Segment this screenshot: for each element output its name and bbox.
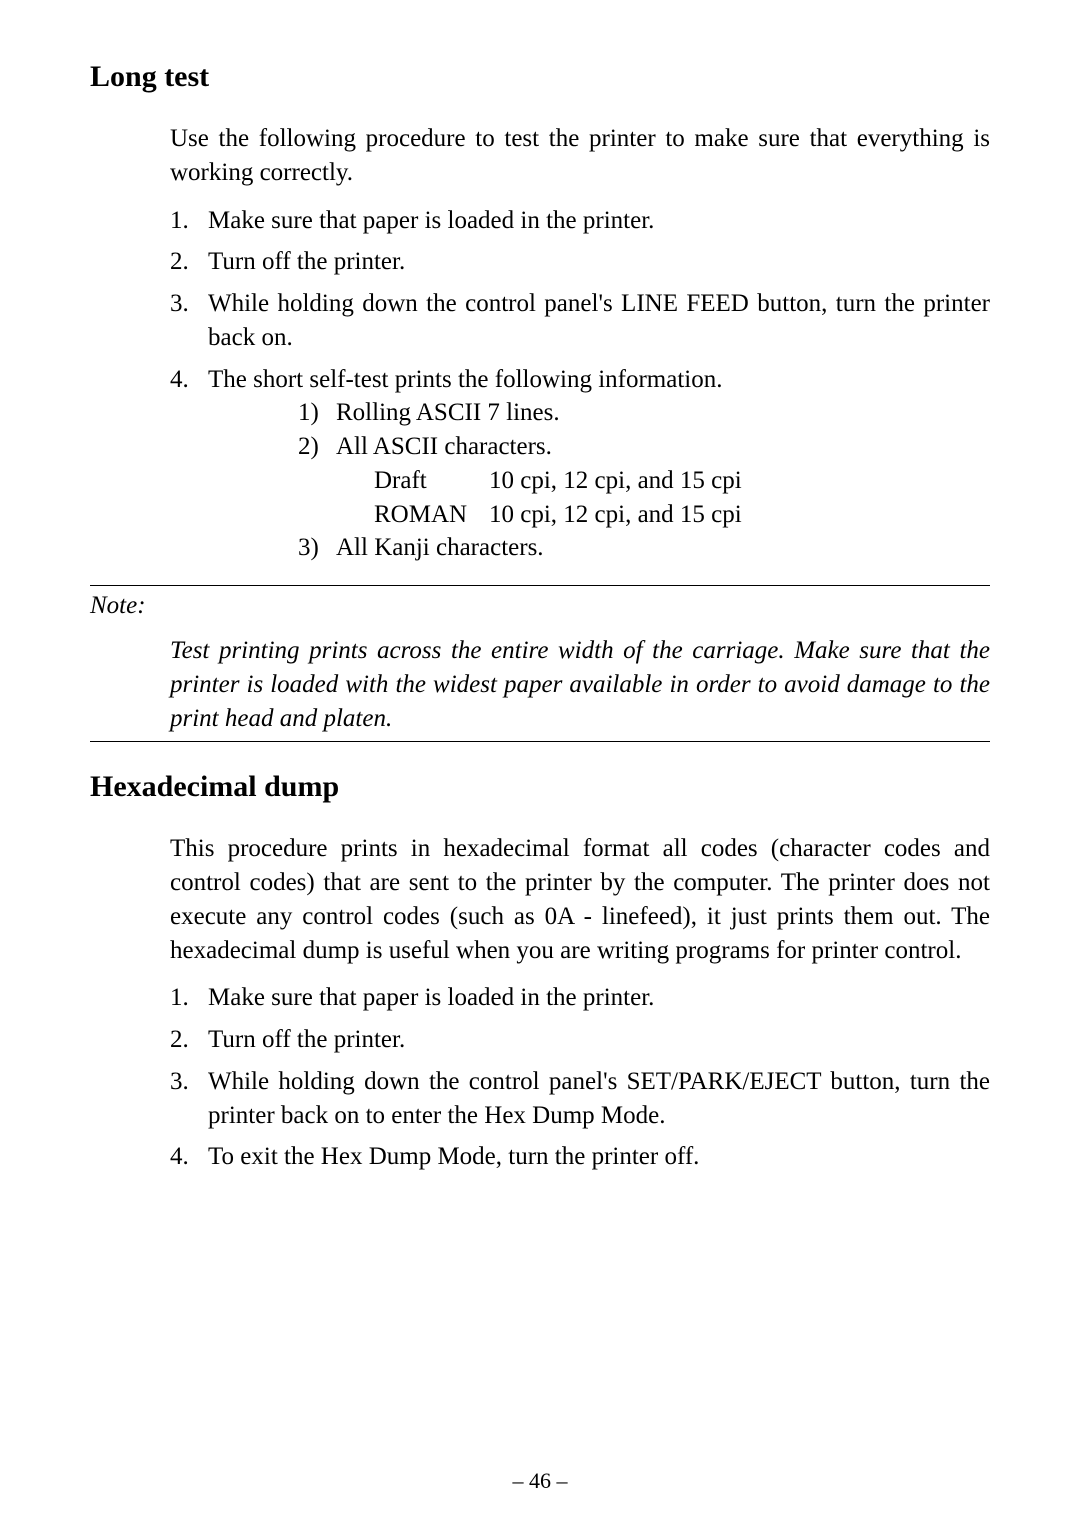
section2-ordered-list: 1. Make sure that paper is loaded in the… [170, 981, 990, 1174]
list-text: Turn off the printer. [208, 245, 990, 279]
sub-list-number: 2) [298, 430, 336, 531]
list-text: Make sure that paper is loaded in the pr… [208, 204, 990, 238]
spec-value: 10 cpi, 12 cpi, and 15 cpi [489, 464, 742, 498]
list-number: 4. [170, 1140, 208, 1174]
list-number: 1. [170, 204, 208, 238]
spec-label: Draft [374, 464, 489, 498]
sub-list-text: Rolling ASCII 7 lines. [336, 396, 560, 430]
substep2-text: All ASCII characters. [336, 433, 552, 460]
sub-list-number: 3) [298, 531, 336, 565]
section-title-hex-dump: Hexadecimal dump [90, 770, 990, 804]
page-number: – 46 – [0, 1468, 1080, 1494]
list-text: While holding down the control panel's S… [208, 1065, 990, 1133]
sub-list-number: 1) [298, 396, 336, 430]
list-number: 1. [170, 981, 208, 1015]
list-item: 1. Make sure that paper is loaded in the… [170, 981, 990, 1015]
spec-value: 10 cpi, 12 cpi, and 15 cpi [489, 498, 742, 532]
spec-row: ROMAN 10 cpi, 12 cpi, and 15 cpi [374, 498, 742, 532]
section1-ordered-list: 1. Make sure that paper is loaded in the… [170, 204, 990, 566]
list-item: 3. While holding down the control panel'… [170, 1065, 990, 1133]
list-number: 3. [170, 287, 208, 355]
spec-row: Draft 10 cpi, 12 cpi, and 15 cpi [374, 464, 742, 498]
list-number: 4. [170, 363, 208, 566]
list-item: 4. The short self-test prints the follow… [170, 363, 990, 566]
sub-list-text: All Kanji characters. [336, 531, 544, 565]
sub-list-item: 1) Rolling ASCII 7 lines. [298, 396, 990, 430]
list-item: 1. Make sure that paper is loaded in the… [170, 204, 990, 238]
sub-list-item: 2) All ASCII characters. Draft 10 cpi, 1… [298, 430, 990, 531]
list-text: Turn off the printer. [208, 1023, 990, 1057]
note-label: Note: [90, 592, 990, 620]
list-text: While holding down the control panel's L… [208, 287, 990, 355]
list-text: To exit the Hex Dump Mode, turn the prin… [208, 1140, 990, 1174]
section-title-long-test: Long test [90, 60, 990, 94]
list-item: 3. While holding down the control panel'… [170, 287, 990, 355]
list-item: 2. Turn off the printer. [170, 245, 990, 279]
list-number: 2. [170, 1023, 208, 1057]
spec-label: ROMAN [374, 498, 489, 532]
list-item: 4. To exit the Hex Dump Mode, turn the p… [170, 1140, 990, 1174]
section2-intro: This procedure prints in hexadecimal for… [170, 832, 990, 967]
list-text: Make sure that paper is loaded in the pr… [208, 981, 990, 1015]
step4-text: The short self-test prints the following… [208, 366, 723, 393]
list-number: 2. [170, 245, 208, 279]
list-text: The short self-test prints the following… [208, 363, 990, 566]
sub-list-item: 3) All Kanji characters. [298, 531, 990, 565]
note-text: Test printing prints across the entire w… [170, 634, 990, 735]
section1-intro: Use the following procedure to test the … [170, 122, 990, 190]
section1-sub-list: 1) Rolling ASCII 7 lines. 2) All ASCII c… [298, 396, 990, 565]
sub-list-text: All ASCII characters. Draft 10 cpi, 12 c… [336, 430, 742, 531]
list-number: 3. [170, 1065, 208, 1133]
note-block: Note: Test printing prints across the en… [90, 585, 990, 742]
spec-table: Draft 10 cpi, 12 cpi, and 15 cpi ROMAN 1… [374, 464, 742, 532]
list-item: 2. Turn off the printer. [170, 1023, 990, 1057]
